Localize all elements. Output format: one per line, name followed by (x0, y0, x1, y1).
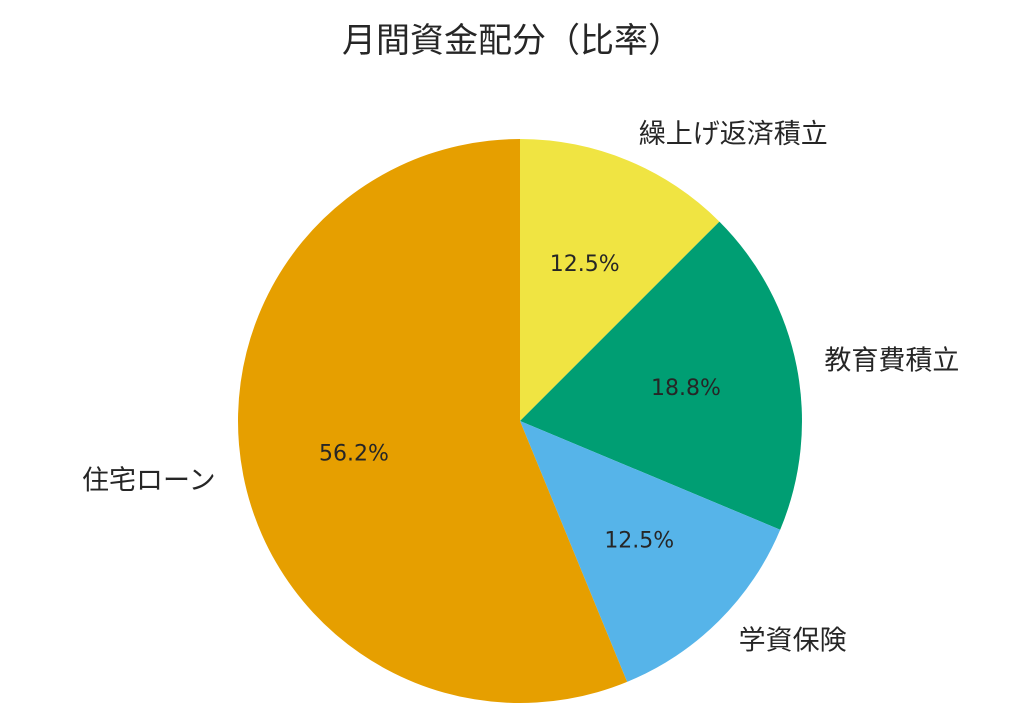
chart-title: 月間資金配分（比率） (342, 21, 682, 61)
slice-percent-label: 12.5% (604, 529, 674, 554)
slice-percent-label: 56.2% (319, 441, 389, 466)
pie-slice (520, 221, 802, 530)
pie-slice (520, 139, 720, 421)
slice-percent-label: 18.8% (651, 376, 721, 401)
pie-slices (237, 139, 802, 704)
slice-percent-label: 12.5% (550, 252, 620, 277)
slice-category-label: 住宅ローン (82, 466, 216, 497)
pie-slice (520, 421, 781, 682)
pie-labels: 12.5% 繰上げ返済積立 18.8% 教育費積立 12.5% 学資保険 56.2% 住宅ロー… (82, 119, 959, 657)
slice-category-label: 繰上げ返済積立 (639, 119, 828, 150)
slice-category-label: 学資保険 (739, 626, 847, 657)
pie-slice (237, 139, 628, 704)
slice-category-label: 教育費積立 (824, 345, 959, 376)
